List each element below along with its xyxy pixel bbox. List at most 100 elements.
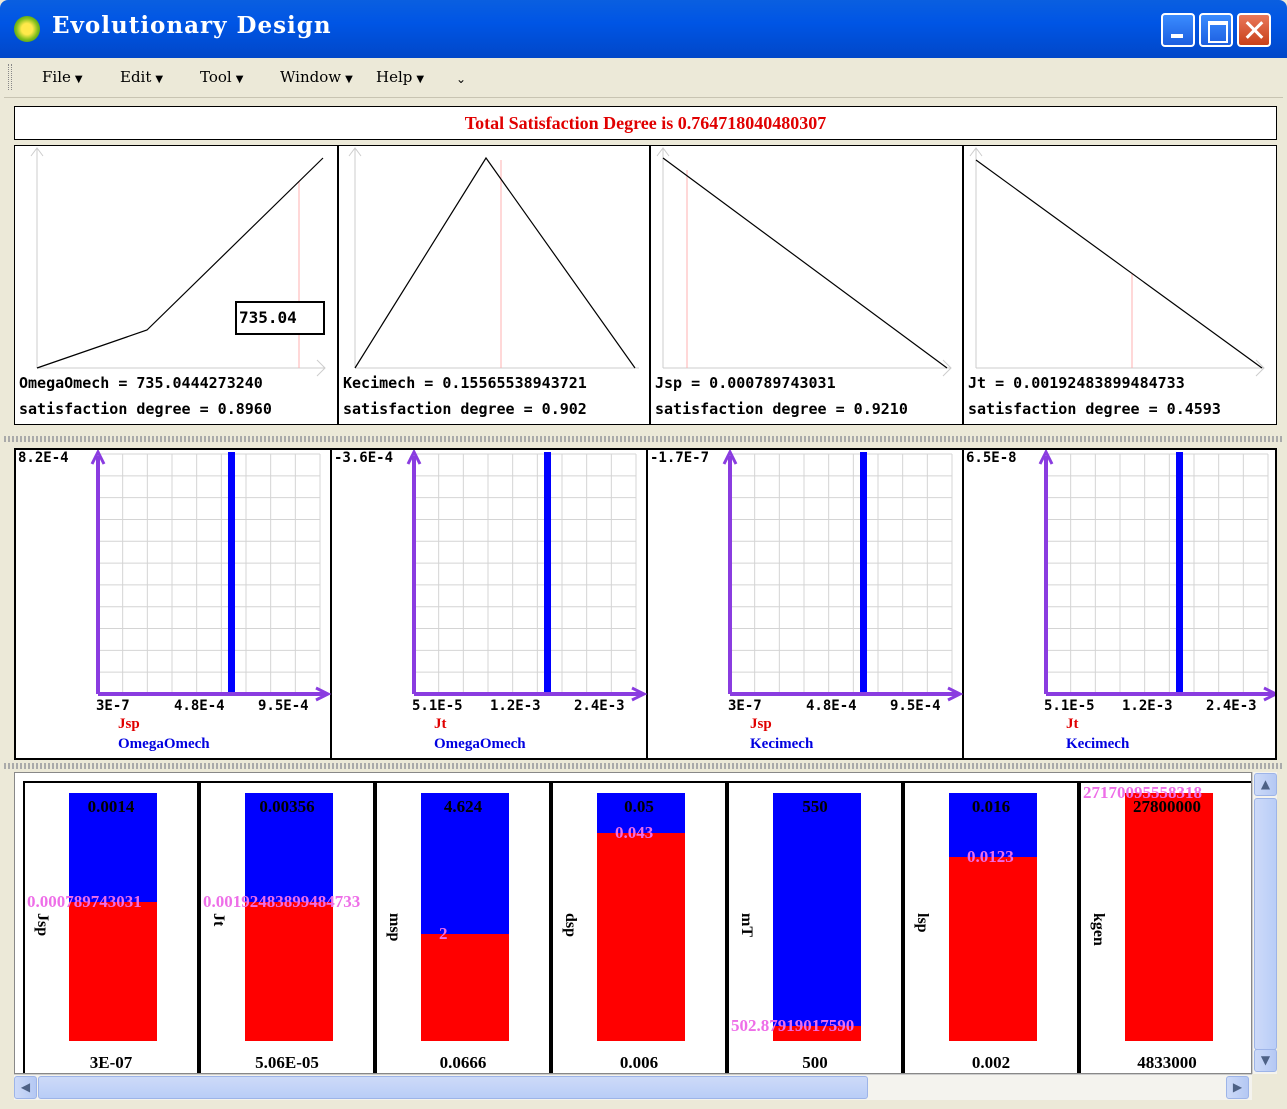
menu-edit-label: Edit [120, 68, 152, 86]
maximize-button[interactable] [1199, 13, 1233, 47]
scroll-right-button[interactable]: ▶ [1226, 1076, 1249, 1099]
x-tick-mid: 4.8E-4 [174, 698, 225, 714]
x-tick-mid: 1.2E-3 [490, 698, 541, 714]
close-button[interactable] [1237, 13, 1271, 47]
bar-panel-jt: 0.00356 5.06E-05 0.00192483899484733 Jt [199, 781, 375, 1073]
parameter-name: Jsp [34, 913, 51, 937]
lower-bound-label: 0.006 [619, 1053, 659, 1072]
bar-panel-kgen: 27800000 4833000 27170095558318 kgen [1079, 781, 1251, 1073]
solution-marker [228, 452, 235, 694]
app-icon [14, 16, 40, 42]
x-tick-max: 9.5E-4 [890, 698, 941, 714]
parameter-name: msp [386, 913, 403, 942]
splitter-bottom[interactable] [4, 763, 1283, 769]
fuzzy-membership-row: 735.04 OmegaOmech = 735.0444273240 satis… [14, 145, 1277, 425]
vertical-scroll-thumb[interactable] [1254, 798, 1277, 1050]
current-value-label: 2 [439, 924, 448, 943]
bar-panel-msp: 4.624 0.0666 2 msp [375, 781, 551, 1073]
chevron-down-icon: ▼ [74, 74, 83, 85]
y-max-label: -3.6E-4 [334, 450, 394, 466]
fuzzy-panel-kecimech: Kecimech = 0.15565538943721 satisfaction… [339, 146, 651, 424]
lower-bound-label: 3E-07 [89, 1053, 133, 1072]
current-value-label: 0.043 [615, 823, 654, 842]
scatter-grid-jsp-kecimech [722, 448, 964, 702]
bar-panel-dsp: 0.05 0.006 0.043 dsp [551, 781, 727, 1073]
menu-file[interactable]: File ▼ [42, 68, 83, 86]
x-tick-max: 2.4E-3 [1206, 698, 1257, 714]
parameter-name: dsp [562, 913, 579, 938]
x-tick-max: 2.4E-3 [574, 698, 625, 714]
y-variable-name: Kecimech [750, 736, 814, 752]
range-bar[interactable] [597, 793, 685, 1041]
scroll-left-button[interactable]: ◀ [14, 1076, 37, 1099]
menu-tool-label: Tool [200, 68, 232, 86]
y-axis-arrow [90, 448, 106, 465]
upper-bound-label: 27800000 [1133, 797, 1201, 816]
fuzzy-panel-jsp: Jsp = 0.000789743031 satisfaction degree… [651, 146, 964, 424]
y-axis-arrow [1038, 448, 1054, 465]
menu-bar: File ▼ Edit ▼ Tool ▼ Window ▼ Help ▼ ⌄ [4, 58, 1283, 98]
membership-curve-jt [969, 147, 1265, 377]
window-title: Evolutionary Design [52, 12, 332, 39]
menu-edit[interactable]: Edit ▼ [120, 68, 163, 86]
range-bar[interactable] [69, 793, 157, 1041]
menu-window[interactable]: Window ▼ [280, 68, 353, 86]
upper-bound-label: 550 [802, 797, 828, 816]
scatter-panel-jsp-kecimech: -1.7E-7 3E-7 4.8E-4 9.5E-4 Jsp Kecimech [648, 448, 964, 758]
scroll-up-button[interactable]: ▲ [1254, 773, 1277, 796]
y-variable-name: OmegaOmech [118, 736, 210, 752]
vertical-scrollbar[interactable]: ▲ ▼ [1252, 772, 1277, 1074]
current-value-label: 0.0123 [967, 847, 1014, 866]
x-variable-name: Jt [434, 716, 447, 732]
scatter-grid-jsp-omega [90, 448, 332, 702]
range-bar[interactable] [421, 793, 509, 1041]
menu-tool[interactable]: Tool ▼ [200, 68, 243, 86]
x-tick-mid: 4.8E-4 [806, 698, 857, 714]
range-bar[interactable] [245, 793, 333, 1041]
membership-curve-jsp [656, 147, 952, 377]
range-bar[interactable] [773, 793, 861, 1041]
size-grip-icon[interactable] [1252, 1074, 1277, 1100]
parameter-bar-row: 0.0014 3E-07 0.000789743031 Jsp 0.00356 5.06E… [14, 772, 1252, 1074]
scroll-down-button[interactable]: ▼ [1254, 1049, 1277, 1072]
x-tick-max: 9.5E-4 [258, 698, 309, 714]
range-bar[interactable] [949, 793, 1037, 1041]
value-fill [69, 902, 157, 1041]
upper-bound-label: 0.0014 [87, 797, 135, 816]
fuzzy-panel-jt: Jt = 0.00192483899484733 satisfaction de… [964, 146, 1276, 424]
overflow-chevron-icon[interactable]: ⌄ [456, 72, 467, 86]
current-value-label: 502.87919017590 [731, 1016, 855, 1035]
menu-help[interactable]: Help ▼ [376, 68, 424, 86]
horizontal-scroll-thumb[interactable] [38, 1076, 868, 1099]
range-bar[interactable] [1125, 793, 1213, 1041]
y-variable-name: OmegaOmech [434, 736, 526, 752]
y-max-label: 6.5E-8 [966, 450, 1017, 466]
value-label: Jt = 0.00192483899484733 [968, 374, 1185, 392]
value-fill [773, 1026, 861, 1041]
bar-panel-lsp: 0.016 0.002 0.0123 lsp [903, 781, 1079, 1073]
scatter-row: 8.2E-4 3E-7 4.8E-4 9.5E-4 Jsp OmegaOmech… [14, 448, 1280, 760]
x-axis-arrow [315, 686, 332, 702]
satisfaction-label: satisfaction degree = 0.9210 [655, 400, 908, 418]
splitter-top[interactable] [4, 436, 1283, 442]
bar-panel-mt: 550 500 502.87919017590 mT [727, 781, 903, 1073]
upper-bound-label: 0.05 [624, 797, 654, 816]
parameter-name: Jt [210, 913, 227, 927]
chevron-down-icon: ▼ [155, 74, 164, 85]
toolbar-grip[interactable] [8, 64, 12, 90]
x-variable-name: Jsp [750, 716, 772, 732]
fuzzy-panel-omega: 735.04 OmegaOmech = 735.0444273240 satis… [15, 146, 339, 424]
value-fill [949, 857, 1037, 1041]
horizontal-scrollbar[interactable]: ◀ ▶ [14, 1074, 1252, 1100]
upper-bound-label: 4.624 [443, 797, 483, 816]
scatter-grid-jt-omega [406, 448, 648, 702]
current-value-box: 735.04 [235, 301, 325, 335]
y-max-label: -1.7E-7 [650, 450, 710, 466]
parameter-name: kgen [1090, 913, 1107, 946]
x-tick-min: 3E-7 [96, 698, 130, 714]
current-value-label: 27170095558318 [1083, 783, 1202, 802]
x-variable-name: Jt [1066, 716, 1079, 732]
lower-bound-label: 500 [802, 1053, 828, 1072]
minimize-button[interactable] [1161, 13, 1195, 47]
parameter-name: mT [738, 913, 755, 937]
